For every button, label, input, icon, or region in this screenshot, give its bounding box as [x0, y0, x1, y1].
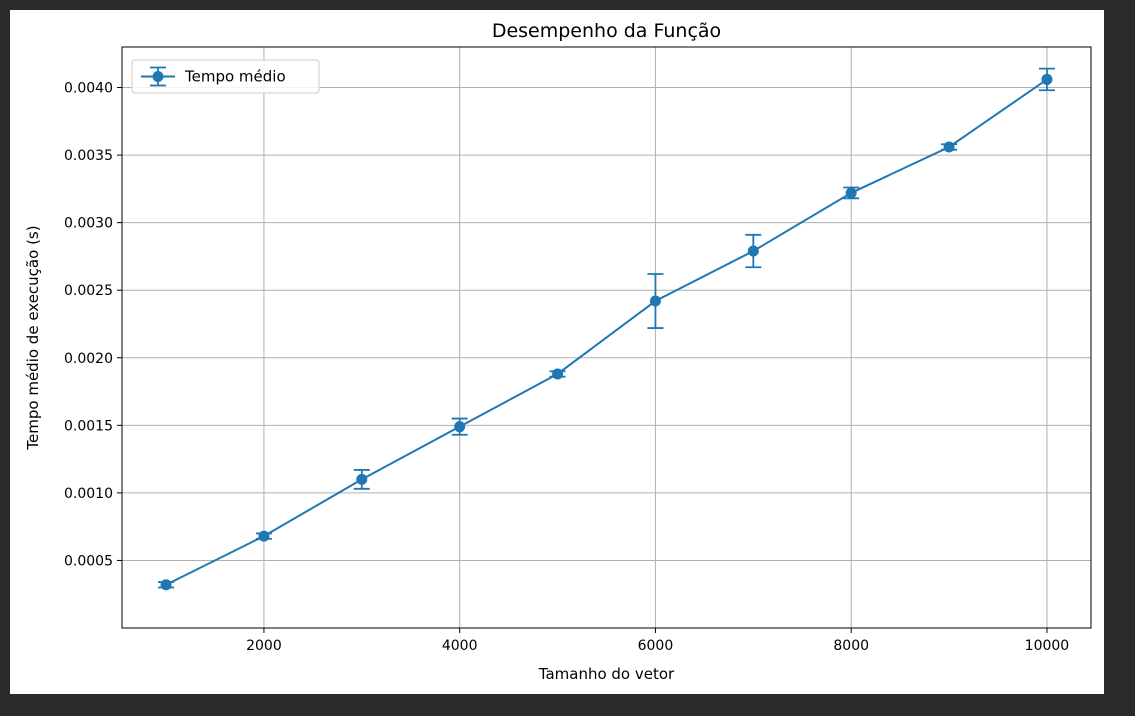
y-tick-label: 0.0005: [64, 553, 113, 569]
y-tick-label: 0.0010: [64, 486, 113, 502]
ticks-layer: 2000 4000 6000 8000 10000 0.0005 0.0010 0.0015 0…: [64, 81, 1069, 654]
series-layer: [158, 67, 1055, 591]
y-tick-label: 0.0030: [64, 216, 113, 232]
plot-frame: [121, 46, 1092, 629]
x-tick-label: 8000: [833, 638, 869, 654]
y-tick-label: 0.0040: [64, 81, 113, 97]
grid: [122, 47, 1091, 628]
y-tick-label: 0.0025: [64, 283, 113, 299]
x-tick-label: 6000: [638, 638, 674, 654]
legend-dot: [152, 71, 164, 82]
line-chart: 2000 4000 6000 8000 10000 0.0005 0.0010 0.0015 0…: [24, 20, 1092, 683]
legend-entry-label: Tempo médio: [184, 68, 286, 86]
data-point: [943, 141, 955, 153]
legend-box: [131, 59, 320, 94]
data-point: [649, 295, 661, 307]
series-line: [165, 78, 1048, 586]
y-axis-label: Tempo médio de execução (s): [24, 225, 42, 450]
y-tick-label: 0.0035: [64, 148, 113, 164]
legend-marker-icon: [141, 66, 175, 87]
data-point: [160, 579, 172, 591]
data-point: [747, 245, 759, 257]
data-point: [552, 368, 564, 380]
chart-title: Desempenho da Função: [492, 20, 721, 42]
y-tick-label: 0.0020: [64, 351, 113, 367]
data-point: [454, 421, 466, 433]
x-axis-label: Tamanho do vetor: [538, 665, 675, 683]
data-point: [258, 530, 270, 542]
x-tick-label: 10000: [1025, 638, 1070, 654]
data-point: [356, 473, 368, 485]
y-tick-label: 0.0015: [64, 418, 113, 434]
x-tick-label: 2000: [246, 638, 282, 654]
x-tick-label: 4000: [442, 638, 478, 654]
chart-figure: 2000 4000 6000 8000 10000 0.0005 0.0010 0.0015 0…: [10, 10, 1104, 694]
legend: Tempo médio: [131, 59, 320, 94]
data-point: [1041, 73, 1053, 85]
data-point: [845, 187, 857, 199]
